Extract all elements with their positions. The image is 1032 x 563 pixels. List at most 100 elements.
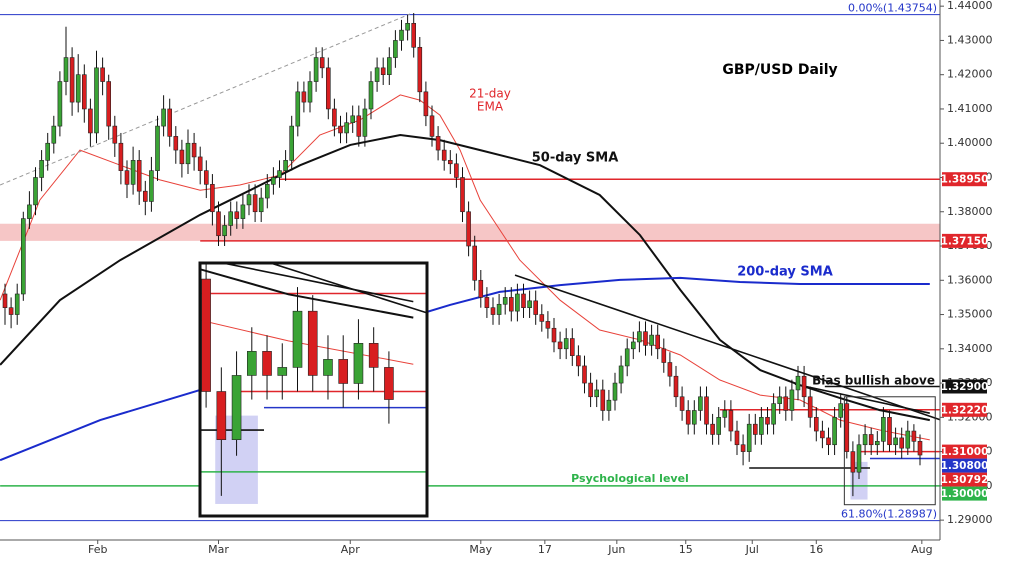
x-tick-label: 16 <box>809 543 823 556</box>
candle-body <box>216 211 221 237</box>
candle-body <box>618 365 624 384</box>
candle-body <box>783 396 789 411</box>
candle-body <box>710 423 715 435</box>
candle-body <box>380 67 386 75</box>
candle-body <box>386 57 392 75</box>
candle-body <box>447 160 453 165</box>
candle-body <box>637 331 642 343</box>
candle-body <box>655 334 660 350</box>
candle-body <box>8 307 14 315</box>
inset-plot <box>201 264 426 504</box>
candle-body <box>679 396 685 411</box>
candle-body <box>649 334 654 346</box>
candle-body <box>33 177 38 206</box>
y-tick-label: 1.29000 <box>947 513 993 526</box>
level-label: 1.30000 <box>941 488 989 500</box>
candle-body <box>240 204 246 219</box>
candle-body <box>295 91 301 127</box>
level-label: 1.30792 <box>941 474 989 486</box>
candle-body <box>283 160 288 171</box>
candle-body <box>502 297 508 305</box>
candle-body <box>124 170 130 185</box>
candle-body <box>826 437 831 446</box>
candle-body <box>167 108 173 137</box>
trend-line <box>223 264 414 303</box>
candle-body <box>557 341 563 350</box>
candle-body <box>100 67 105 82</box>
level-tag <box>942 444 987 459</box>
candle-body <box>197 156 203 171</box>
candle-body <box>771 403 776 425</box>
candle-body <box>353 343 364 384</box>
candle-body <box>673 375 679 398</box>
candle-body <box>307 81 313 103</box>
y-tick-label: 1.36000 <box>947 273 993 286</box>
candle-body <box>155 125 160 171</box>
candle-body <box>698 396 703 411</box>
candle-body <box>57 81 63 127</box>
candle-body <box>143 190 148 202</box>
x-tick-label: Apr <box>341 543 361 556</box>
candle-body <box>179 149 185 165</box>
candle-body <box>515 293 520 312</box>
candle-body <box>411 22 416 48</box>
candle-body <box>881 417 886 442</box>
candle-body <box>795 375 801 391</box>
candle-body <box>130 160 136 185</box>
level-tag <box>942 402 987 417</box>
fib-label: 61.80%(1.28987) <box>841 508 937 521</box>
inset <box>198 261 429 518</box>
candle-body <box>917 441 923 456</box>
candle-body <box>563 338 569 350</box>
candle-body <box>600 389 606 411</box>
candle-body <box>173 136 179 151</box>
candle-body <box>374 67 380 82</box>
x-tick-label: Jun <box>607 543 625 556</box>
candle-body <box>759 417 764 435</box>
candle-body <box>454 163 459 178</box>
candle-body <box>405 22 410 31</box>
candle-body <box>75 74 81 103</box>
candle-body <box>161 108 166 127</box>
candle-body <box>185 142 191 165</box>
candle-body <box>14 293 20 315</box>
candle-body <box>27 204 32 219</box>
axes: 0.00%(1.43754) 61.80%(1.28987) 1.29000 1.30… <box>0 0 993 556</box>
candle-body <box>69 57 75 103</box>
candle-body <box>740 444 746 452</box>
candle-body <box>216 391 227 440</box>
candle-body <box>423 91 429 117</box>
candle-body <box>258 197 264 213</box>
candle-body <box>490 307 496 315</box>
candle-body <box>51 125 57 144</box>
x-tick-label: Feb <box>88 543 107 556</box>
candle-body <box>911 430 917 442</box>
y-tick-label: 1.42000 <box>947 68 993 81</box>
level-tag <box>942 233 987 248</box>
candle-body <box>429 115 435 137</box>
candle-body <box>289 125 294 161</box>
level-label: 1.38950 <box>941 174 989 186</box>
candle-body <box>319 57 325 69</box>
candle-body <box>191 142 197 158</box>
level-label: 1.32900 <box>941 381 989 393</box>
candle-body <box>850 451 856 473</box>
candle-body <box>899 437 904 449</box>
level-tag <box>942 472 987 487</box>
candle-body <box>338 125 343 134</box>
candle-body <box>368 343 379 368</box>
candle-body <box>417 46 423 93</box>
y-tick-label: 1.43000 <box>947 33 993 46</box>
y-tick-label: 1.44000 <box>947 0 993 12</box>
candle-body <box>478 279 484 298</box>
inset-border <box>198 261 429 518</box>
candle-body <box>234 211 240 219</box>
candle-body <box>527 300 532 308</box>
annotation: 21-day <box>469 87 511 101</box>
candle-body <box>323 359 333 376</box>
x-tick-label: May <box>469 543 492 556</box>
candle-body <box>777 396 782 404</box>
candle-body <box>551 327 557 343</box>
candle-body <box>722 410 728 418</box>
x-tick-label: Mar <box>208 543 229 556</box>
